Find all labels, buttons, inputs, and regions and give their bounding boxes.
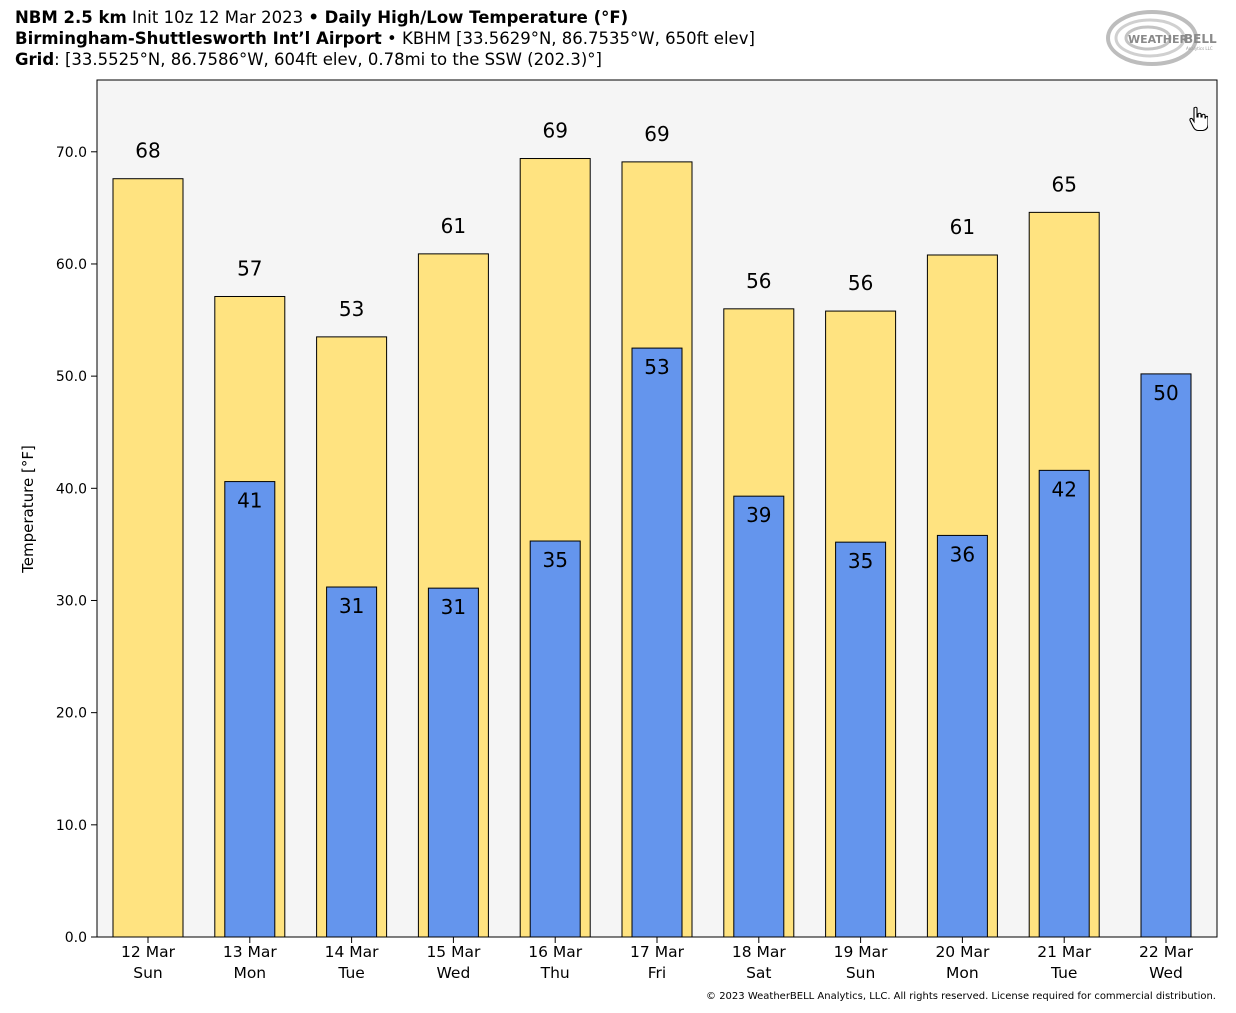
title-bullet: • [308, 8, 319, 27]
low-value-label-9: 36 [950, 542, 975, 566]
x-tick-weekday-1: Sun [133, 964, 163, 982]
station-name: Birmingham-Shuttlesworth Int’l Airport [15, 29, 382, 48]
grid-label: Grid [15, 50, 55, 69]
high-value-label-1: 68 [135, 139, 160, 163]
high-value-label-5: 69 [542, 119, 567, 143]
x-tick-weekday-3: Tue [337, 964, 364, 982]
logo-subtext: Analytics LLC [1186, 46, 1213, 51]
x-axis: 12 Mar Sun 13 Mar Mon 14 Mar Tue 15 Mar Wed 16 M… [121, 937, 1194, 982]
low-bar-10 [1038, 469, 1090, 938]
high-value-label-9: 61 [950, 215, 975, 239]
low-bar-2 [224, 481, 276, 938]
y-tick-label-1: 0.0 [65, 930, 87, 946]
x-tick-weekday-5: Thu [540, 964, 570, 982]
low-value-label-7: 39 [746, 503, 771, 527]
high-value-label-2: 57 [237, 256, 262, 280]
hand-cursor-icon [1189, 106, 1208, 132]
x-tick-weekday-4: Wed [437, 964, 471, 982]
x-tick-weekday-2: Mon [233, 964, 266, 982]
high-value-label-4: 61 [441, 214, 466, 238]
low-value-label-4: 31 [441, 595, 466, 619]
low-value-label-10: 42 [1051, 477, 1076, 501]
chart-title: NBM 2.5 km Init 10z 12 Mar 2023 • Daily … [15, 8, 628, 28]
x-tick-date-6: 17 Mar [630, 943, 685, 961]
y-tick-label-7: 60.0 [56, 257, 87, 273]
title-init: Init 10z 12 Mar 2023 [126, 8, 309, 27]
station-subtitle: Birmingham-Shuttlesworth Int’l Airport •… [15, 29, 755, 49]
weatherbell-logo: WEATHER BELL Analytics LLC [1106, 10, 1217, 66]
x-tick-weekday-9: Mon [946, 964, 979, 982]
low-bar-6 [631, 347, 683, 938]
y-axis: 0.0 10.0 20.0 30.0 40.0 50.0 60.0 70.0 [56, 145, 97, 946]
x-tick-date-3: 14 Mar [325, 943, 380, 961]
x-tick-weekday-8: Sun [846, 964, 876, 982]
low-bar-8 [835, 541, 887, 938]
low-bar-5 [529, 540, 581, 938]
y-tick-label-3: 20.0 [56, 706, 87, 722]
low-value-label-2: 41 [237, 489, 262, 513]
x-tick-date-4: 15 Mar [426, 943, 481, 961]
x-tick-weekday-11: Wed [1149, 964, 1183, 982]
y-tick-label-5: 40.0 [56, 481, 87, 497]
x-tick-weekday-6: Fri [648, 964, 666, 982]
low-bar-7 [733, 495, 785, 938]
high-value-label-3: 53 [339, 297, 364, 321]
y-tick-label-4: 30.0 [56, 593, 87, 609]
y-tick-label-2: 10.0 [56, 818, 87, 834]
copyright-notice: © 2023 WeatherBELL Analytics, LLC. All r… [706, 991, 1216, 1002]
high-value-label-7: 56 [746, 269, 771, 293]
logo-text-bell: BELL [1184, 32, 1217, 46]
bars-layer [112, 158, 1192, 938]
x-tick-date-10: 21 Mar [1037, 943, 1092, 961]
low-value-label-8: 35 [848, 549, 873, 573]
high-value-label-10: 65 [1051, 172, 1076, 196]
low-value-label-11: 50 [1153, 381, 1178, 405]
grid-coords: : [33.5525°N, 86.7586°W, 604ft elev, 0.7… [54, 50, 602, 69]
y-axis-label: Temperature [°F] [19, 445, 37, 574]
title-model: NBM 2.5 km [15, 8, 127, 27]
x-tick-date-11: 22 Mar [1139, 943, 1194, 961]
low-bar-3 [326, 586, 378, 938]
x-tick-date-5: 16 Mar [528, 943, 583, 961]
y-tick-label-6: 50.0 [56, 369, 87, 385]
x-tick-date-9: 20 Mar [935, 943, 990, 961]
low-value-label-3: 31 [339, 594, 364, 618]
low-bar-9 [936, 534, 988, 938]
high-value-label-8: 56 [848, 271, 873, 295]
high-bar-1 [112, 178, 184, 938]
x-tick-weekday-7: Sat [746, 964, 771, 982]
low-value-label-6: 53 [644, 355, 669, 379]
x-tick-date-1: 12 Mar [121, 943, 176, 961]
low-bar-4 [427, 587, 479, 938]
station-coords: • KBHM [33.5629°N, 86.7535°W, 650ft elev… [381, 29, 755, 48]
low-value-label-5: 35 [542, 548, 567, 572]
title-product: Daily High/Low Temperature (°F) [318, 8, 629, 27]
y-tick-label-8: 70.0 [56, 145, 87, 161]
low-bar-11 [1140, 373, 1192, 938]
logo-text-weather: WEATHER [1128, 33, 1189, 46]
grid-subtitle: Grid: [33.5525°N, 86.7586°W, 604ft elev,… [15, 50, 602, 70]
data-labels-layer: 68 57 53 61 69 69 56 56 61 65 41 31 31 35 53 39 35 36 42 50 [135, 119, 1178, 620]
x-tick-date-2: 13 Mar [223, 943, 278, 961]
high-value-label-6: 69 [644, 122, 669, 146]
x-tick-date-8: 19 Mar [834, 943, 889, 961]
x-tick-date-7: 18 Mar [732, 943, 787, 961]
x-tick-weekday-10: Tue [1050, 964, 1077, 982]
